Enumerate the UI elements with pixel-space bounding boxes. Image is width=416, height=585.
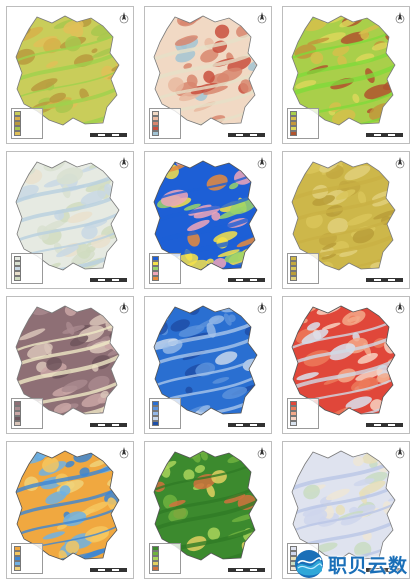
scale-bar xyxy=(228,133,265,137)
map-legend xyxy=(149,253,181,284)
north-arrow-icon xyxy=(119,12,129,24)
map-panel-8 xyxy=(144,296,272,434)
scale-bar xyxy=(90,278,127,282)
north-arrow-icon xyxy=(119,157,129,169)
map-panel-11 xyxy=(144,441,272,579)
thematic-map xyxy=(291,305,396,416)
map-panel-5 xyxy=(144,151,272,289)
map-legend xyxy=(287,108,319,139)
scale-bar xyxy=(90,133,127,137)
map-legend xyxy=(11,253,43,284)
thematic-map xyxy=(291,450,396,561)
thematic-map xyxy=(15,305,120,416)
map-legend xyxy=(11,398,43,429)
scale-bar xyxy=(228,278,265,282)
north-arrow-icon xyxy=(395,302,405,314)
scale-bar xyxy=(366,568,403,572)
north-arrow-icon xyxy=(395,157,405,169)
map-legend xyxy=(149,108,181,139)
north-arrow-icon xyxy=(257,447,267,459)
map-panel-1 xyxy=(6,6,134,144)
wave-circle-logo-icon xyxy=(294,550,323,578)
watermark: 职贝云数 xyxy=(294,549,408,579)
map-panel-7 xyxy=(6,296,134,434)
map-panel-grid xyxy=(6,6,410,579)
map-panel-10 xyxy=(6,441,134,579)
thematic-map xyxy=(153,160,258,271)
map-legend xyxy=(287,398,319,429)
thematic-map xyxy=(15,450,120,561)
north-arrow-icon xyxy=(395,447,405,459)
scale-bar xyxy=(90,568,127,572)
thematic-map xyxy=(153,15,258,126)
scale-bar xyxy=(366,423,403,427)
map-panel-4 xyxy=(6,151,134,289)
watermark-text: 职贝云数 xyxy=(327,554,408,577)
scale-bar xyxy=(228,423,265,427)
thematic-map xyxy=(153,305,258,416)
map-panel-6 xyxy=(282,151,410,289)
north-arrow-icon xyxy=(257,302,267,314)
thematic-map xyxy=(15,15,120,126)
map-legend xyxy=(149,543,181,574)
map-panel-2 xyxy=(144,6,272,144)
map-legend xyxy=(149,398,181,429)
map-legend xyxy=(11,543,43,574)
scale-bar xyxy=(90,423,127,427)
north-arrow-icon xyxy=(119,302,129,314)
map-panel-12 xyxy=(282,441,410,579)
scale-bar xyxy=(366,278,403,282)
map-legend xyxy=(11,108,43,139)
north-arrow-icon xyxy=(257,157,267,169)
scale-bar xyxy=(366,133,403,137)
scale-bar xyxy=(228,568,265,572)
thematic-map xyxy=(291,160,396,271)
thematic-map xyxy=(291,15,396,126)
map-panel-3 xyxy=(282,6,410,144)
thematic-map xyxy=(153,450,258,561)
thematic-map xyxy=(15,160,120,271)
north-arrow-icon xyxy=(119,447,129,459)
map-legend xyxy=(287,253,319,284)
north-arrow-icon xyxy=(257,12,267,24)
north-arrow-icon xyxy=(395,12,405,24)
map-panel-9 xyxy=(282,296,410,434)
